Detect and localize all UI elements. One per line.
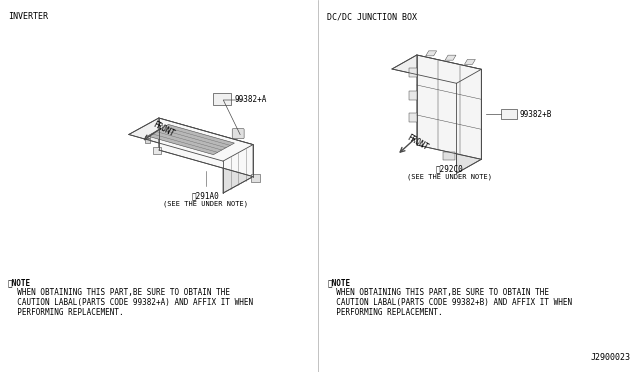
FancyBboxPatch shape	[232, 129, 244, 139]
Text: CAUTION LABAL(PARTS CODE 99382+A) AND AFFIX IT WHEN: CAUTION LABAL(PARTS CODE 99382+A) AND AF…	[8, 298, 253, 307]
Polygon shape	[223, 145, 253, 193]
Polygon shape	[417, 55, 481, 159]
Text: J2900023: J2900023	[590, 353, 630, 362]
Polygon shape	[426, 51, 436, 56]
Polygon shape	[465, 60, 476, 64]
Text: 99382+A: 99382+A	[234, 94, 267, 103]
Polygon shape	[443, 152, 455, 160]
Text: WHEN OBTAINING THIS PART,BE SURE TO OBTAIN THE: WHEN OBTAINING THIS PART,BE SURE TO OBTA…	[328, 288, 550, 297]
Polygon shape	[251, 174, 260, 182]
Text: ※NOTE: ※NOTE	[328, 278, 351, 287]
Text: PERFORMING REPLACEMENT.: PERFORMING REPLACEMENT.	[328, 308, 443, 317]
Text: DC/DC JUNCTION BOX: DC/DC JUNCTION BOX	[328, 12, 417, 21]
Text: CAUTION LABAL(PARTS CODE 99382+B) AND AFFIX IT WHEN: CAUTION LABAL(PARTS CODE 99382+B) AND AF…	[328, 298, 573, 307]
Polygon shape	[445, 55, 456, 60]
Text: FRONT: FRONT	[151, 120, 175, 139]
Text: ※291A0: ※291A0	[192, 191, 220, 200]
Bar	[213, 93, 231, 105]
Polygon shape	[392, 55, 481, 83]
Bar	[145, 136, 150, 143]
Bar	[501, 109, 517, 119]
Polygon shape	[153, 147, 161, 154]
Polygon shape	[456, 69, 481, 173]
Text: (SEE THE UNDER NOTE): (SEE THE UNDER NOTE)	[406, 173, 492, 180]
Polygon shape	[409, 68, 417, 77]
Polygon shape	[409, 90, 417, 99]
Polygon shape	[159, 118, 253, 177]
Text: ※292C0: ※292C0	[435, 164, 463, 173]
Polygon shape	[409, 113, 417, 122]
Polygon shape	[129, 118, 253, 161]
Text: 99382+B: 99382+B	[519, 110, 552, 119]
Polygon shape	[147, 125, 234, 155]
Text: WHEN OBTAINING THIS PART,BE SURE TO OBTAIN THE: WHEN OBTAINING THIS PART,BE SURE TO OBTA…	[8, 288, 230, 297]
Text: PERFORMING REPLACEMENT.: PERFORMING REPLACEMENT.	[8, 308, 124, 317]
Text: ※NOTE: ※NOTE	[8, 278, 31, 287]
Text: (SEE THE UNDER NOTE): (SEE THE UNDER NOTE)	[163, 200, 248, 207]
Text: FRONT: FRONT	[405, 133, 429, 153]
Text: INVERTER: INVERTER	[8, 12, 48, 21]
